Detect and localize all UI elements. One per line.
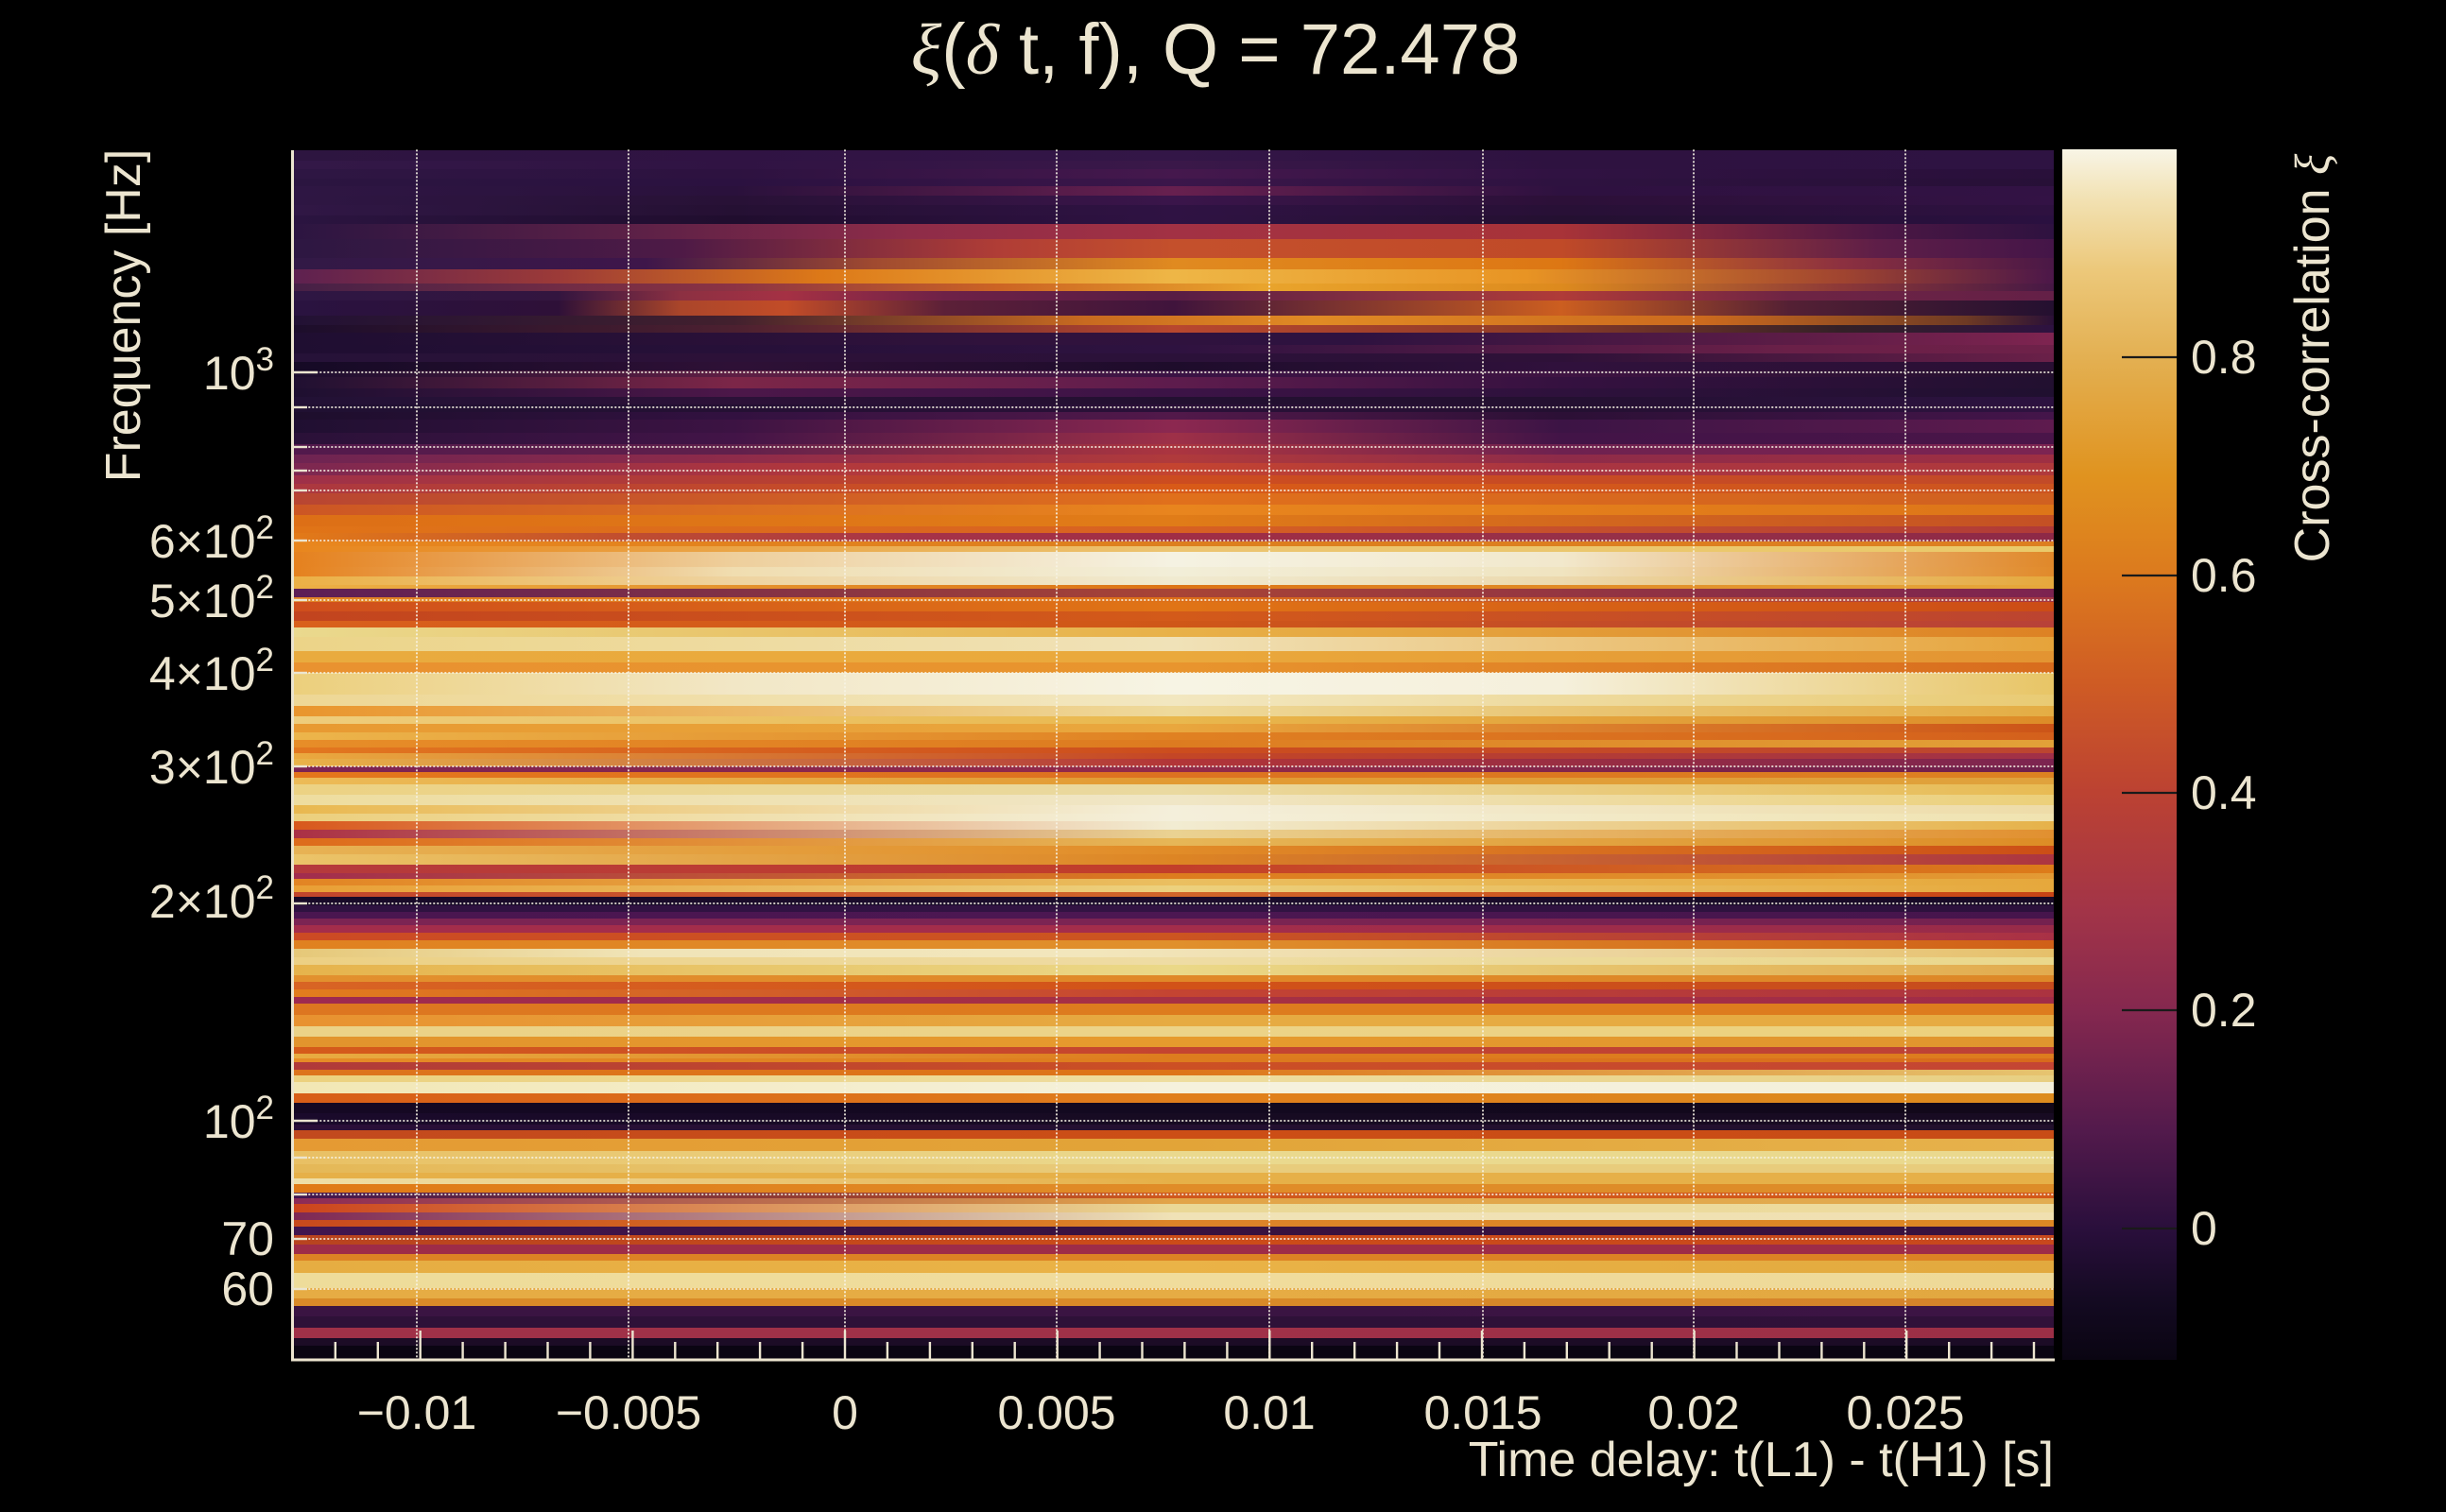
svg-text:ξ(δ t, f), Q = 72.478: ξ(δ t, f), Q = 72.478 [911, 9, 1520, 90]
svg-text:0.8: 0.8 [2191, 331, 2257, 384]
svg-text:−0.01: −0.01 [357, 1386, 477, 1439]
svg-text:102: 102 [203, 1090, 274, 1148]
svg-text:Frequency [Hz]: Frequency [Hz] [96, 149, 151, 483]
svg-text:Cross-correlation ξ: Cross-correlation ξ [2285, 153, 2340, 562]
svg-text:4×102: 4×102 [149, 642, 274, 700]
svg-text:70: 70 [221, 1212, 274, 1265]
svg-text:Time delay: t(L1) - t(H1) [s]: Time delay: t(L1) - t(H1) [s] [1469, 1433, 2054, 1487]
svg-text:0.4: 0.4 [2191, 766, 2257, 819]
svg-text:0.6: 0.6 [2191, 549, 2257, 602]
svg-text:0.02: 0.02 [1647, 1386, 1739, 1439]
svg-text:2×102: 2×102 [149, 869, 274, 928]
svg-text:0: 0 [2191, 1202, 2217, 1255]
svg-text:0.2: 0.2 [2191, 984, 2257, 1037]
svg-text:3×102: 3×102 [149, 735, 274, 794]
svg-text:6×102: 6×102 [149, 509, 274, 568]
svg-text:5×102: 5×102 [149, 569, 274, 627]
svg-text:0.025: 0.025 [1846, 1386, 1964, 1439]
svg-text:0.005: 0.005 [997, 1386, 1115, 1439]
svg-text:0.015: 0.015 [1423, 1386, 1542, 1439]
svg-text:−0.005: −0.005 [556, 1386, 701, 1439]
svg-text:60: 60 [221, 1263, 274, 1315]
svg-text:0.01: 0.01 [1223, 1386, 1315, 1439]
svg-text:0: 0 [832, 1386, 858, 1439]
svg-text:103: 103 [203, 341, 274, 400]
